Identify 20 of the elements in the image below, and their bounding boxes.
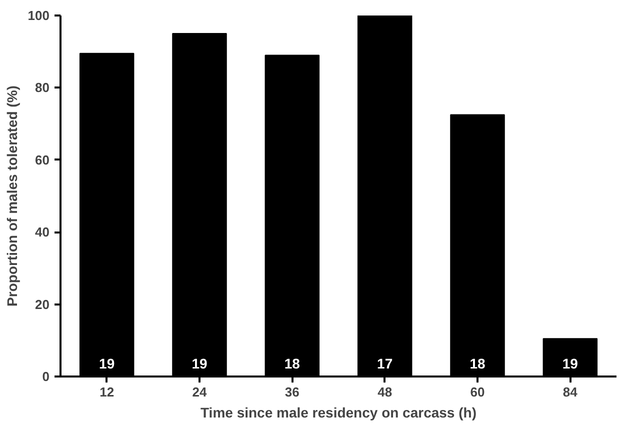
annotation: 19	[99, 356, 115, 372]
y-tick-label: 40	[35, 224, 50, 240]
y-tick-label: 20	[35, 296, 50, 312]
x-tick-label: 84	[562, 384, 578, 400]
annotation: 18	[284, 356, 300, 372]
annotation: 19	[562, 356, 578, 372]
x-tick-label: 24	[192, 384, 208, 400]
annotation: 18	[470, 356, 486, 372]
y-tick-label: 0	[42, 369, 50, 384]
x-tick-label: 12	[100, 384, 114, 400]
y-tick-label: 100	[28, 8, 50, 23]
x-tick-label: 48	[378, 384, 392, 400]
y-tick-label: 60	[35, 152, 50, 168]
y-tick-label: 80	[35, 80, 50, 96]
x-axis-title: Time since male residency on carcass (h)	[200, 404, 477, 420]
annotation: 17	[377, 356, 393, 372]
x-tick-label: 36	[284, 384, 300, 400]
annotation: 19	[192, 356, 208, 372]
y-axis-title: Proportion of males tolerated (%)	[4, 86, 20, 306]
x-tick-label: 60	[470, 384, 485, 400]
